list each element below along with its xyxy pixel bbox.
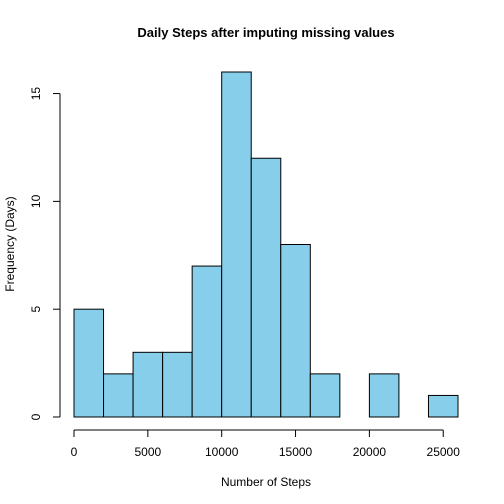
- bars-group: [73, 71, 459, 418]
- histogram-bar-2: [103, 373, 134, 418]
- histogram-bar-5: [191, 265, 223, 418]
- x-tick-label: 20000: [353, 445, 387, 459]
- histogram-bar-7: [250, 157, 282, 418]
- y-tick-label: 0: [29, 413, 43, 420]
- histogram-bar-1: [73, 308, 105, 418]
- x-axis-label: Number of Steps: [221, 475, 311, 489]
- histogram-bar-6: [221, 71, 252, 418]
- histogram-bar-11: [368, 373, 400, 418]
- histogram-bar-4: [162, 351, 193, 418]
- y-tick-label: 10: [29, 194, 43, 208]
- y-tick-label: 5: [29, 306, 43, 313]
- histogram-bar-8: [280, 244, 311, 418]
- histogram-bar-3: [132, 351, 164, 418]
- x-tick-label: 15000: [279, 445, 313, 459]
- y-axis: 0 5 10 15: [29, 87, 61, 420]
- x-tick-label: 25000: [427, 445, 461, 459]
- x-axis: 0 5000 10000 15000 20000 25000: [71, 429, 461, 459]
- histogram-bar-13: [427, 394, 459, 418]
- histogram-bar-9: [309, 373, 341, 418]
- y-tick-label: 15: [29, 87, 43, 101]
- x-tick-label: 0: [71, 445, 78, 459]
- x-tick-label: 10000: [205, 445, 239, 459]
- y-axis-label: Frequency (Days): [3, 196, 17, 291]
- chart-title: Daily Steps after imputing missing value…: [137, 25, 394, 40]
- x-tick-label: 5000: [134, 445, 161, 459]
